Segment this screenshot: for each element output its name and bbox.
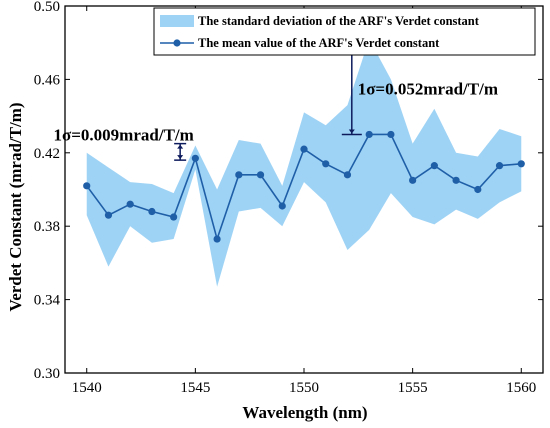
data-point [387,130,395,139]
sigma-arrow-head [177,144,184,149]
data-point [365,130,373,139]
legend-band-swatch [160,15,194,27]
plot-area: 1σ=0.009mrad/T/m 1σ=0.052mrad/T/m 1540 1545… [34,0,544,396]
y-tick-label: 0.42 [34,146,60,162]
data-point [430,162,438,170]
data-point [83,182,91,190]
y-tick-label: 0.46 [34,72,61,88]
x-axis-label: Wavelength (nm) [242,403,367,422]
legend: The standard deviation of the ARF's Verd… [153,7,536,56]
data-point [409,176,417,184]
x-tick-label: 1545 [180,380,210,396]
data-point [452,176,460,184]
y-tick-label: 0.50 [34,0,60,15]
x-tick-label: 1555 [398,380,428,396]
data-point [300,145,308,153]
x-tick-label: 1540 [72,380,102,396]
sigma-arrow-head [177,155,184,160]
data-point [191,154,199,162]
data-point [126,200,134,208]
sigma-arrow-head [348,129,355,134]
data-point [322,160,330,168]
data-point [170,213,178,221]
y-tick-label: 0.30 [34,366,60,382]
data-point [148,207,156,216]
legend-band-label: The standard deviation of the ARF's Verd… [198,14,480,28]
data-point [474,185,482,194]
legend-marker-swatch [173,39,181,47]
data-point [104,211,113,219]
data-point [517,160,525,168]
data-point [235,171,243,179]
data-point [343,171,352,179]
x-tick-label: 1550 [289,380,319,396]
data-point [495,162,504,170]
sigma-annotation: 1σ=0.052mrad/T/m [358,80,498,99]
std-band [86,39,522,287]
data-point [213,235,221,243]
sigma-annotation: 1σ=0.009mrad/T/m [54,125,194,144]
data-point [256,171,265,179]
legend-box [153,7,536,56]
y-axis-label: Verdet Constant (mrad/T/m) [6,102,25,311]
x-tick-label: 1560 [506,380,536,396]
data-point [278,202,286,210]
y-tick-label: 0.38 [34,219,60,235]
legend-mean-label: The mean value of the ARF's Verdet const… [198,36,440,50]
y-tick-label: 0.34 [34,293,61,309]
